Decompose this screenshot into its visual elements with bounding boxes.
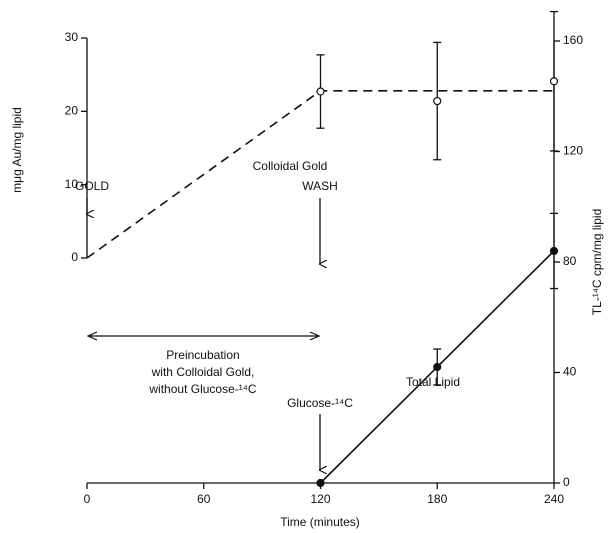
x-tick-label: 0 [84,492,91,506]
y2-tick-label: 80 [563,254,577,268]
annotation: Preincubation [166,348,239,362]
y2-axis-label: TL-¹⁴C cpm/mg lipid [590,209,604,316]
annotation: Glucose-¹⁴C [287,396,353,410]
x-tick-label: 240 [544,492,564,506]
annotation: GOLD [75,179,109,193]
y2-tick-label: 40 [563,365,577,379]
data-point [433,362,442,372]
y-tick-label: 10 [65,177,79,191]
x-tick-label: 60 [197,492,211,506]
x-tick-label: 120 [310,492,330,506]
x-axis-label: Time (minutes) [280,515,360,529]
y-tick-label: 20 [65,104,79,118]
y2-tick-label: 160 [563,33,583,47]
annotation: with Colloidal Gold, [151,365,255,379]
annotation: WASH [302,179,338,193]
y2-tick-label: 0 [563,475,570,489]
data-point [549,77,559,86]
series-label: Total Lipid [406,375,460,389]
data-point [549,246,559,256]
annotation: without Glucose-¹⁴C [148,382,257,396]
x-tick-label: 180 [427,492,447,506]
data-point [316,478,325,488]
y2-tick-label: 120 [563,144,583,158]
series-label: Colloidal Gold [253,159,328,173]
y-tick-label: 30 [65,30,79,44]
data-point [316,87,325,96]
data-point [433,96,442,106]
y-axis-label: mμg Au/mg lipid [10,107,24,193]
y-tick-label: 0 [71,250,78,264]
